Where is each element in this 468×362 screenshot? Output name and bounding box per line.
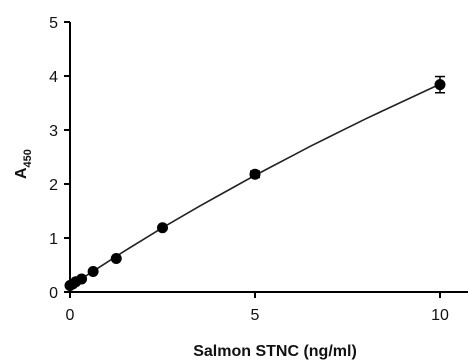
x-tick-label: 0: [66, 307, 75, 324]
y-tick-label: 3: [49, 123, 58, 140]
y-axis-title-subscript: 450: [22, 149, 34, 167]
data-point: [434, 79, 446, 91]
y-tick-label: 4: [49, 69, 58, 86]
y-tick-label: 1: [49, 231, 58, 248]
y-tick-label: 0: [49, 285, 58, 302]
data-points: [64, 75, 446, 292]
x-tick-label: 5: [251, 307, 260, 324]
data-point: [157, 222, 168, 234]
fit-curve: [69, 83, 441, 288]
axes: [69, 22, 468, 293]
data-point: [110, 253, 122, 265]
data-point: [76, 273, 88, 285]
ticks: 0 1 2 3 4 5 0 5 10: [49, 15, 449, 324]
x-tick-label: 10: [431, 307, 449, 324]
x-axis-title: Salmon STNC (ng/ml): [193, 343, 357, 360]
data-point: [87, 265, 99, 277]
y-tick-label: 2: [49, 177, 58, 194]
y-tick-label: 5: [49, 15, 58, 32]
y-axis-title-main: A: [13, 167, 30, 179]
y-axis-title: A450: [13, 149, 34, 179]
data-point: [249, 168, 261, 180]
